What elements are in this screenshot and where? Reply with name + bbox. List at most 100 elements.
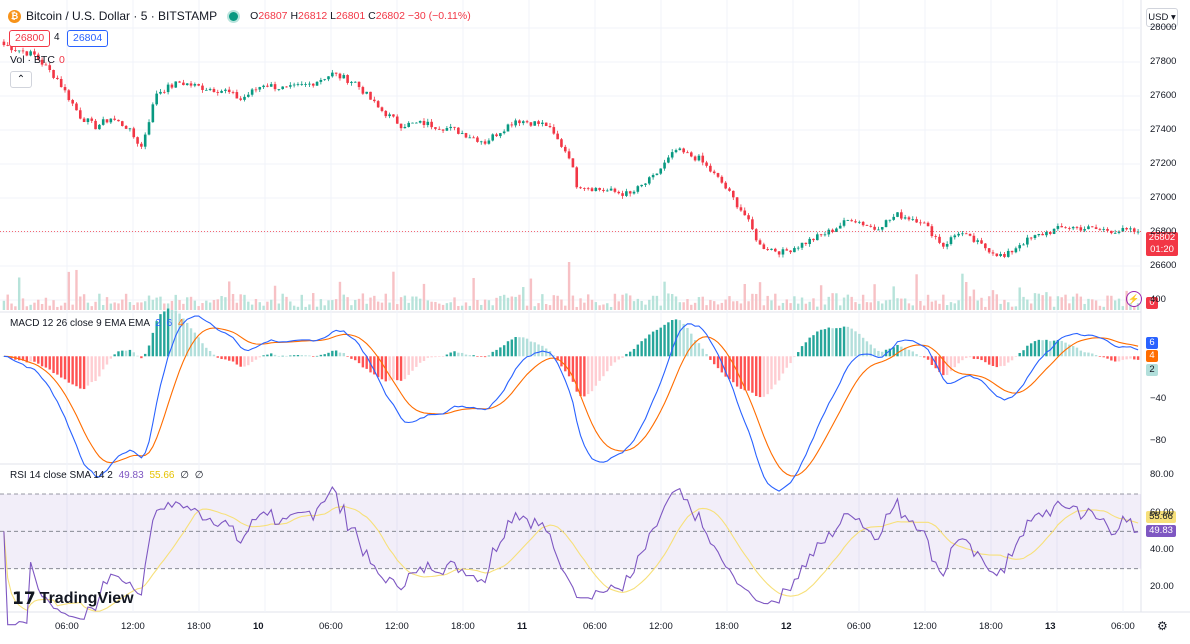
volume-bar: [315, 306, 319, 310]
volume-bar: [376, 301, 380, 310]
candle-body: [651, 174, 655, 178]
candle-body: [464, 133, 468, 138]
macd-histogram-bar: [338, 352, 342, 357]
volume-bar: [266, 301, 269, 310]
volume-bar: [583, 302, 586, 310]
candle-body: [147, 122, 151, 135]
volume-bar: [1075, 293, 1079, 310]
candle-body: [460, 133, 464, 134]
candle-body: [838, 225, 842, 229]
candle-body: [903, 217, 907, 219]
volume-bar: [774, 293, 777, 310]
macd-histogram-bar: [518, 337, 521, 357]
volume-legend[interactable]: Vol · BTC 0: [10, 54, 65, 66]
buy-price-button[interactable]: 26804: [67, 30, 109, 47]
candle-body: [743, 210, 747, 216]
macd-histogram-bar: [617, 356, 620, 360]
candle-body: [441, 129, 445, 131]
candle-body: [1022, 244, 1025, 246]
volume-bar: [579, 298, 582, 310]
ohlc-values: O26807 H26812 L26801 C26802 −30 (−0.11%): [250, 10, 471, 22]
candle-body: [487, 140, 491, 144]
candle-body: [609, 188, 613, 191]
candle-body: [52, 69, 55, 78]
volume-bar: [1133, 306, 1136, 310]
volume-bar: [953, 303, 956, 310]
candle-body: [510, 124, 514, 126]
candle-body: [842, 220, 846, 226]
candle-body: [968, 233, 972, 236]
candle-body: [357, 81, 361, 88]
macd-histogram-bar: [575, 356, 578, 392]
candle-body: [552, 127, 556, 134]
sell-price-button[interactable]: 26800: [9, 30, 51, 47]
macd-histogram-bar: [1102, 356, 1105, 358]
macd-histogram-bar: [816, 331, 819, 357]
macd-histogram-bar: [525, 338, 529, 357]
volume-bar: [949, 302, 953, 310]
volume-bar: [1060, 297, 1063, 310]
volume-bar: [426, 300, 429, 310]
macd-histogram-bar: [762, 356, 766, 397]
volume-bar: [789, 303, 792, 310]
volume-bar: [1094, 300, 1098, 310]
volume-bar: [544, 304, 548, 310]
candle-body: [315, 81, 319, 86]
candle-body: [961, 233, 964, 235]
candle-body: [625, 191, 628, 196]
macd-histogram-bar: [842, 326, 846, 357]
rsi-tick-label: 20.00: [1150, 581, 1174, 593]
candle-body: [201, 85, 204, 90]
macd-histogram-bar: [273, 354, 277, 357]
volume-bar: [804, 303, 808, 310]
volume-bar: [86, 302, 90, 310]
volume-bar: [713, 301, 716, 310]
rsi-tick-label: 80.00: [1150, 469, 1174, 481]
macd-histogram-bar: [747, 356, 750, 391]
candle-body: [858, 221, 861, 223]
time-tick-label: 12:00: [913, 621, 937, 632]
candle-body: [331, 72, 334, 77]
volume-bar: [132, 304, 135, 310]
volume-bar: [392, 271, 395, 310]
volume-bar: [109, 303, 113, 310]
macd-histogram-bar: [1121, 356, 1125, 360]
macd-histogram-bar: [40, 356, 44, 367]
volume-bar: [552, 295, 556, 310]
rsi-legend[interactable]: RSI 14 close SMA 14 2 49.83 55.66 ∅ ∅: [10, 470, 204, 481]
volume-bar: [243, 294, 246, 310]
symbol-header[interactable]: ₿ Bitcoin / U.S. Dollar · 5 · BITSTAMP O…: [8, 9, 471, 23]
volume-bar: [900, 298, 903, 310]
candle-body: [949, 237, 953, 245]
macd-histogram-bar: [583, 356, 586, 397]
volume-bar: [98, 293, 101, 310]
volume-bar: [1083, 303, 1086, 310]
settings-gear-icon[interactable]: ⚙: [1157, 619, 1168, 633]
volume-bar: [407, 302, 410, 310]
volume-bar: [781, 302, 785, 310]
macd-histogram-bar: [1094, 355, 1098, 357]
candle-body: [1010, 250, 1014, 253]
macd-legend[interactable]: MACD 12 26 close 9 EMA EMA 2 6 4: [10, 318, 184, 329]
currency-selector[interactable]: USD ▾: [1146, 8, 1178, 27]
candle-body: [1003, 253, 1006, 257]
macd-histogram-bar: [774, 356, 777, 385]
candle-body: [728, 188, 731, 191]
candle-body: [350, 81, 353, 83]
macd-histogram-bar: [949, 356, 953, 372]
candle-body: [212, 88, 216, 92]
candle-body: [17, 50, 21, 52]
macd-histogram-bar: [147, 345, 151, 357]
candle-body: [621, 193, 624, 196]
lightning-icon[interactable]: ⚡: [1126, 291, 1142, 307]
macd-histogram-bar: [262, 355, 265, 357]
candle-body: [678, 148, 682, 151]
candle-body: [697, 155, 701, 161]
candle-body: [900, 212, 903, 219]
volume-bar: [636, 298, 640, 310]
collapse-legend-button[interactable]: ⌃: [10, 71, 32, 88]
candle-body: [422, 120, 426, 126]
volume-bar: [10, 303, 13, 310]
time-tick-label: 11: [517, 621, 528, 632]
